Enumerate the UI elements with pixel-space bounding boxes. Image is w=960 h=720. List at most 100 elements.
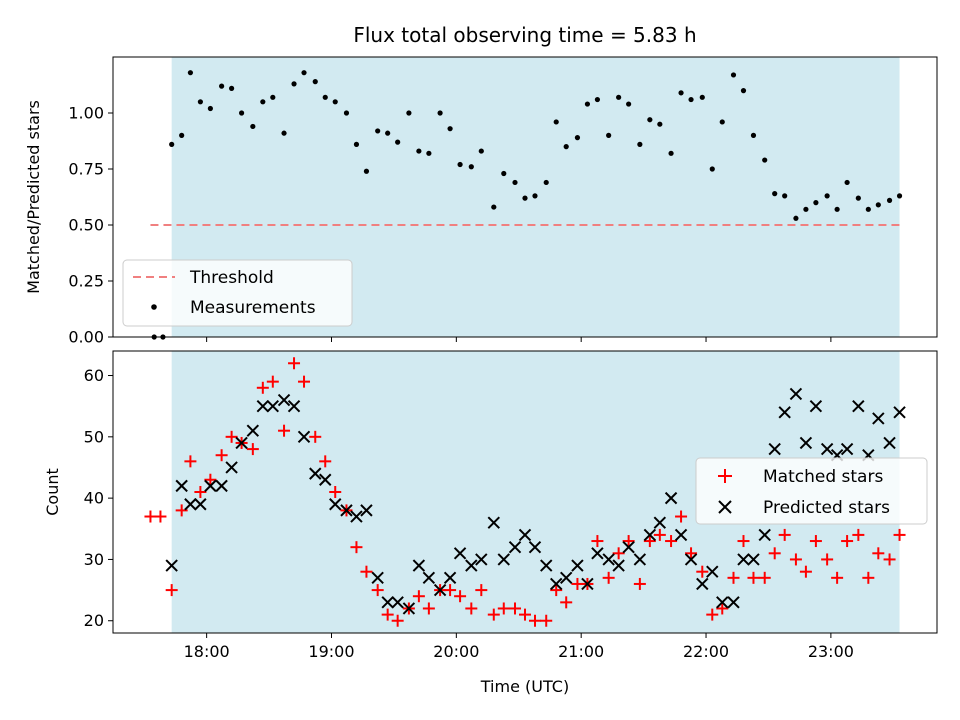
measurement-point	[637, 141, 643, 147]
matched-star-point	[852, 528, 865, 541]
predicted-star-point	[581, 577, 594, 591]
predicted-star-point	[371, 571, 384, 585]
predicted-star-point	[528, 540, 542, 554]
measurement-point	[207, 105, 213, 112]
matched-star-point	[165, 584, 178, 597]
matched-star-point	[622, 535, 635, 548]
matched-star-point	[309, 430, 322, 443]
matched-star-point	[821, 553, 834, 566]
matched-star-point	[350, 541, 363, 554]
bottom-y-tick-label: 30	[84, 550, 104, 569]
matched-star-point	[288, 357, 301, 370]
predicted-star-point	[550, 577, 563, 591]
x-tick-label: 19:00	[308, 642, 354, 661]
predicted-star-point	[465, 559, 478, 572]
measurement-point	[709, 166, 715, 172]
measurement-point	[657, 121, 663, 127]
predicted-star-point	[684, 553, 698, 566]
matched-star-point	[360, 565, 373, 578]
predicted-star-point	[360, 504, 373, 517]
measurement-point	[375, 128, 381, 134]
measurement-point	[668, 150, 674, 156]
legend-matched-swatch	[718, 469, 732, 483]
measurement-point	[270, 94, 276, 100]
matched-star-point	[371, 584, 384, 597]
matched-star-point	[381, 608, 394, 621]
measurement-point	[750, 132, 757, 138]
measurement-point	[772, 191, 778, 197]
measurement-point	[260, 99, 266, 105]
matched-star-point	[278, 424, 291, 437]
predicted-star-point	[840, 442, 854, 456]
matched-star-point	[444, 584, 457, 597]
matched-star-point	[716, 602, 729, 615]
matched-star-point	[319, 455, 332, 468]
legend-predicted-swatch	[718, 500, 732, 514]
matched-star-point	[591, 535, 604, 548]
measurement-point	[238, 110, 245, 116]
top-legend: Threshold Measurements	[122, 259, 353, 327]
matched-star-point	[266, 375, 279, 388]
measurement-point	[406, 110, 412, 116]
measurement-point	[594, 96, 601, 103]
predicted-star-point	[559, 571, 573, 585]
predicted-star-point	[622, 540, 635, 554]
matched-star-point	[509, 602, 522, 615]
matched-star-point	[612, 547, 625, 560]
matched-star-point	[298, 375, 311, 388]
measurement-point	[385, 130, 391, 136]
predicted-star-point	[175, 479, 188, 493]
predicted-star-point	[737, 553, 750, 566]
measurement-point	[532, 193, 538, 199]
matched-star-point	[789, 553, 802, 566]
measurement-point	[855, 195, 861, 201]
measurement-point	[793, 215, 799, 221]
measurement-point	[491, 204, 497, 210]
matched-star-point	[560, 596, 573, 609]
predicted-star-point	[433, 583, 447, 597]
bottom-y-tick-label: 20	[84, 611, 104, 630]
matched-star-point	[412, 590, 425, 603]
predicted-star-point	[204, 479, 217, 493]
legend-measurements-swatch	[151, 304, 157, 310]
measurement-point	[250, 123, 256, 130]
predicted-star-point	[194, 498, 207, 511]
predicted-star-point	[893, 406, 906, 419]
predicted-star-point	[612, 559, 625, 572]
predicted-star-point	[674, 528, 688, 542]
measurement-point	[563, 144, 569, 150]
matched-star-point	[862, 571, 875, 584]
matched-star-point	[184, 455, 197, 468]
top-y-tick-label: 0.75	[68, 160, 104, 179]
matched-star-point	[872, 547, 885, 560]
top-y-tick-label: 0.00	[68, 328, 104, 347]
predicted-star-point	[820, 442, 834, 456]
bottom-y-tick-label: 40	[84, 489, 104, 508]
measurement-point	[678, 90, 684, 96]
predicted-star-point	[706, 565, 719, 578]
matched-star-point	[475, 584, 488, 597]
measurement-point	[875, 202, 881, 208]
predicted-star-point	[758, 528, 771, 542]
matched-star-point	[643, 535, 656, 548]
matched-star-point	[768, 547, 781, 560]
predicted-star-point	[768, 442, 781, 456]
matched-star-point	[602, 571, 615, 584]
matched-star-point	[154, 510, 167, 523]
predicted-star-point	[508, 540, 522, 554]
matched-star-point	[727, 571, 740, 584]
x-tick-label: 18:00	[184, 642, 230, 661]
predicted-star-point	[518, 528, 532, 542]
measurement-point	[606, 132, 612, 138]
predicted-star-point	[809, 399, 823, 413]
matched-star-point	[256, 381, 269, 394]
measurement-point	[219, 83, 225, 89]
matched-star-point	[519, 608, 531, 621]
measurement-point	[865, 206, 871, 212]
predicted-star-point	[497, 553, 510, 566]
matched-star-point	[841, 535, 854, 548]
measurement-point	[179, 132, 185, 138]
matched-star-point	[391, 614, 404, 627]
measurement-point	[229, 85, 235, 91]
